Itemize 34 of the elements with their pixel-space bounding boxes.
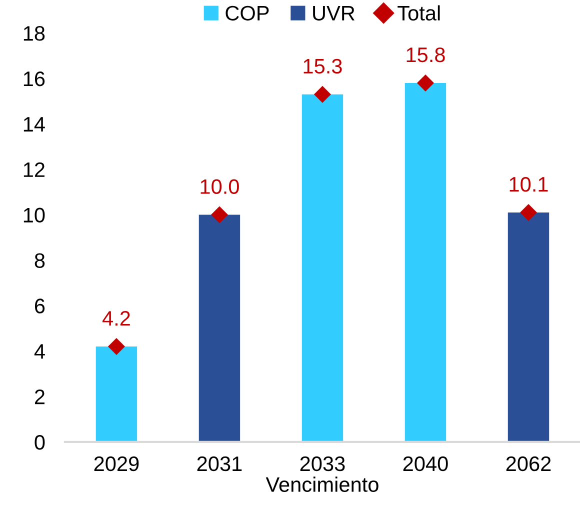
y-tick-label: 10 [24,208,45,223]
data-label: 4.2 [102,311,130,326]
y-tick-label: 2 [34,390,44,404]
bar [404,83,446,442]
x-tick-label: 2029 [94,456,139,472]
point [314,86,331,103]
data-label: 15.8 [406,47,445,62]
y-tick-label: 14 [24,117,45,132]
x-tick-label: 2062 [506,456,551,472]
data-label: 10.1 [510,176,548,192]
point [520,204,537,222]
bar [198,214,240,442]
legend-label: Total [398,5,440,21]
y-tick-label: 4 [34,344,45,359]
data-label: 15.3 [304,58,342,74]
y-tick-label: 0 [34,434,45,450]
x-tick-label: 2033 [300,456,345,472]
y-tick-label: 18 [24,26,45,41]
y-tick-label: 16 [24,71,45,86]
y-tick-label: 6 [34,298,45,314]
legend-label: UVR [313,6,354,21]
x-axis-title: Vencimiento [266,476,378,492]
x-tick-label: 2040 [403,456,448,472]
bar [302,94,344,442]
point [210,206,228,224]
x-tick-label: 2031 [197,456,242,472]
y-tick-label: 12 [24,162,44,177]
y-tick-label: 8 [34,253,45,268]
bar [96,346,138,442]
legend-label: COP [226,6,269,21]
point [108,338,125,356]
point [416,74,434,92]
data-label: 10.0 [200,179,239,194]
bar [508,212,550,442]
